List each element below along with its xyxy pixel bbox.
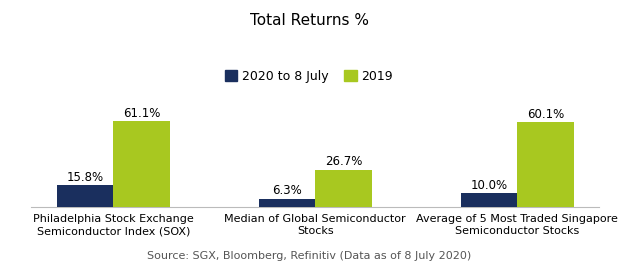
Bar xyxy=(259,198,315,207)
Text: 61.1%: 61.1% xyxy=(123,107,160,120)
Text: 26.7%: 26.7% xyxy=(324,155,362,168)
Text: Total Returns %: Total Returns % xyxy=(250,13,368,28)
Bar xyxy=(460,193,517,207)
Bar xyxy=(57,185,113,207)
Bar xyxy=(315,170,371,207)
Text: 60.1%: 60.1% xyxy=(527,108,564,121)
Text: 15.8%: 15.8% xyxy=(67,171,104,184)
Bar xyxy=(113,121,170,207)
Text: 6.3%: 6.3% xyxy=(272,184,302,197)
Text: Source: SGX, Bloomberg, Refinitiv (Data as of 8 July 2020): Source: SGX, Bloomberg, Refinitiv (Data … xyxy=(147,251,471,261)
Bar xyxy=(517,122,574,207)
Text: 10.0%: 10.0% xyxy=(470,179,507,192)
Legend: 2020 to 8 July, 2019: 2020 to 8 July, 2019 xyxy=(220,65,398,88)
